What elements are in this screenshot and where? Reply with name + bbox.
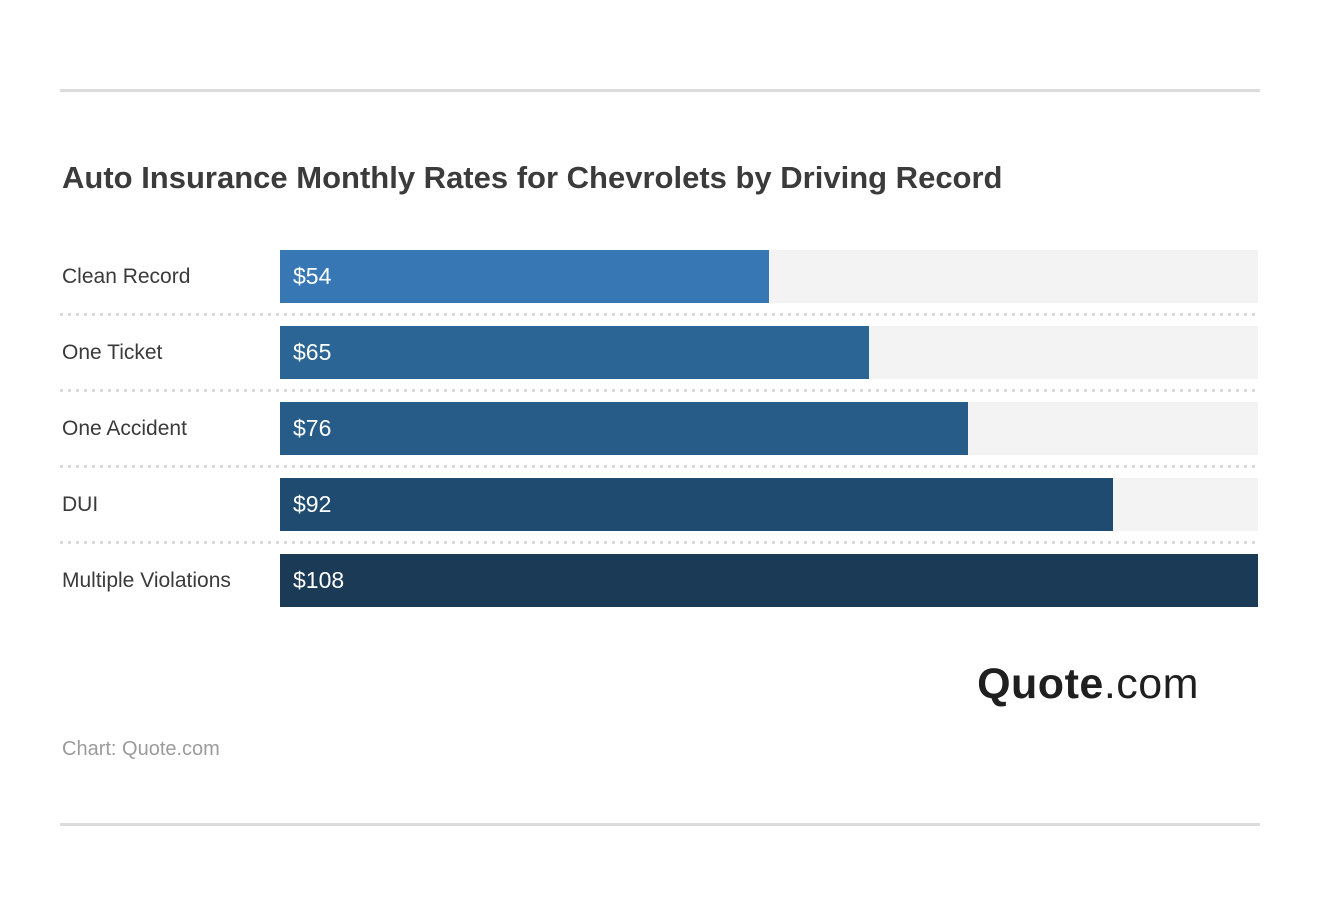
bar-value-label: $92 (293, 491, 332, 517)
bar-track: $65 (280, 326, 1258, 379)
category-label: Multiple Violations (62, 568, 231, 592)
bar-row: Multiple Violations $108 (60, 554, 1258, 607)
top-divider (60, 89, 1260, 92)
bar-fill: $76 (280, 402, 969, 455)
bar-row: One Accident $76 (60, 402, 1258, 455)
row-separator (60, 389, 1258, 392)
bottom-divider (60, 823, 1260, 826)
row-separator (60, 313, 1258, 316)
category-label: One Ticket (62, 340, 163, 364)
category-label: Clean Record (62, 264, 191, 288)
bar-row: DUI $92 (60, 478, 1258, 531)
bar-row: Clean Record $54 (60, 250, 1258, 303)
category-label: DUI (62, 492, 99, 516)
row-separator (60, 465, 1258, 468)
bar-value-label: $76 (293, 415, 332, 441)
bar-chart: Clean Record $54 One Ticket $65 (60, 250, 1258, 607)
logo-suffix-text: .com (1103, 660, 1199, 708)
bar-track: $108 (280, 554, 1258, 607)
row-separator (60, 541, 1258, 544)
bar-value-label: $54 (293, 263, 332, 289)
bar-value-label: $65 (293, 339, 332, 365)
bar-fill: $65 (280, 326, 869, 379)
logo-primary-text: Quote (977, 660, 1104, 708)
bar-row: One Ticket $65 (60, 326, 1258, 379)
bar-track: $92 (280, 478, 1258, 531)
category-label: One Accident (62, 416, 187, 440)
bar-track: $76 (280, 402, 1258, 455)
bar-fill: $54 (280, 250, 769, 303)
chart-title: Auto Insurance Monthly Rates for Chevrol… (62, 160, 1003, 195)
bar-fill: $108 (280, 554, 1258, 607)
chart-attribution: Chart: Quote.com (62, 738, 220, 760)
bar-value-label: $108 (293, 567, 345, 593)
bar-fill: $92 (280, 478, 1114, 531)
bar-track: $54 (280, 250, 1258, 303)
quote-com-logo: Quote.com (977, 660, 1199, 709)
